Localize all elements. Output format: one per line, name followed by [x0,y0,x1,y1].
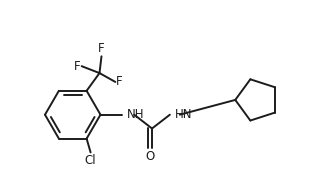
Text: F: F [74,60,81,73]
Text: NH: NH [127,108,145,121]
Text: Cl: Cl [85,154,96,167]
Text: O: O [146,150,155,163]
Text: F: F [116,75,123,88]
Text: HN: HN [175,108,192,121]
Text: F: F [98,42,105,55]
